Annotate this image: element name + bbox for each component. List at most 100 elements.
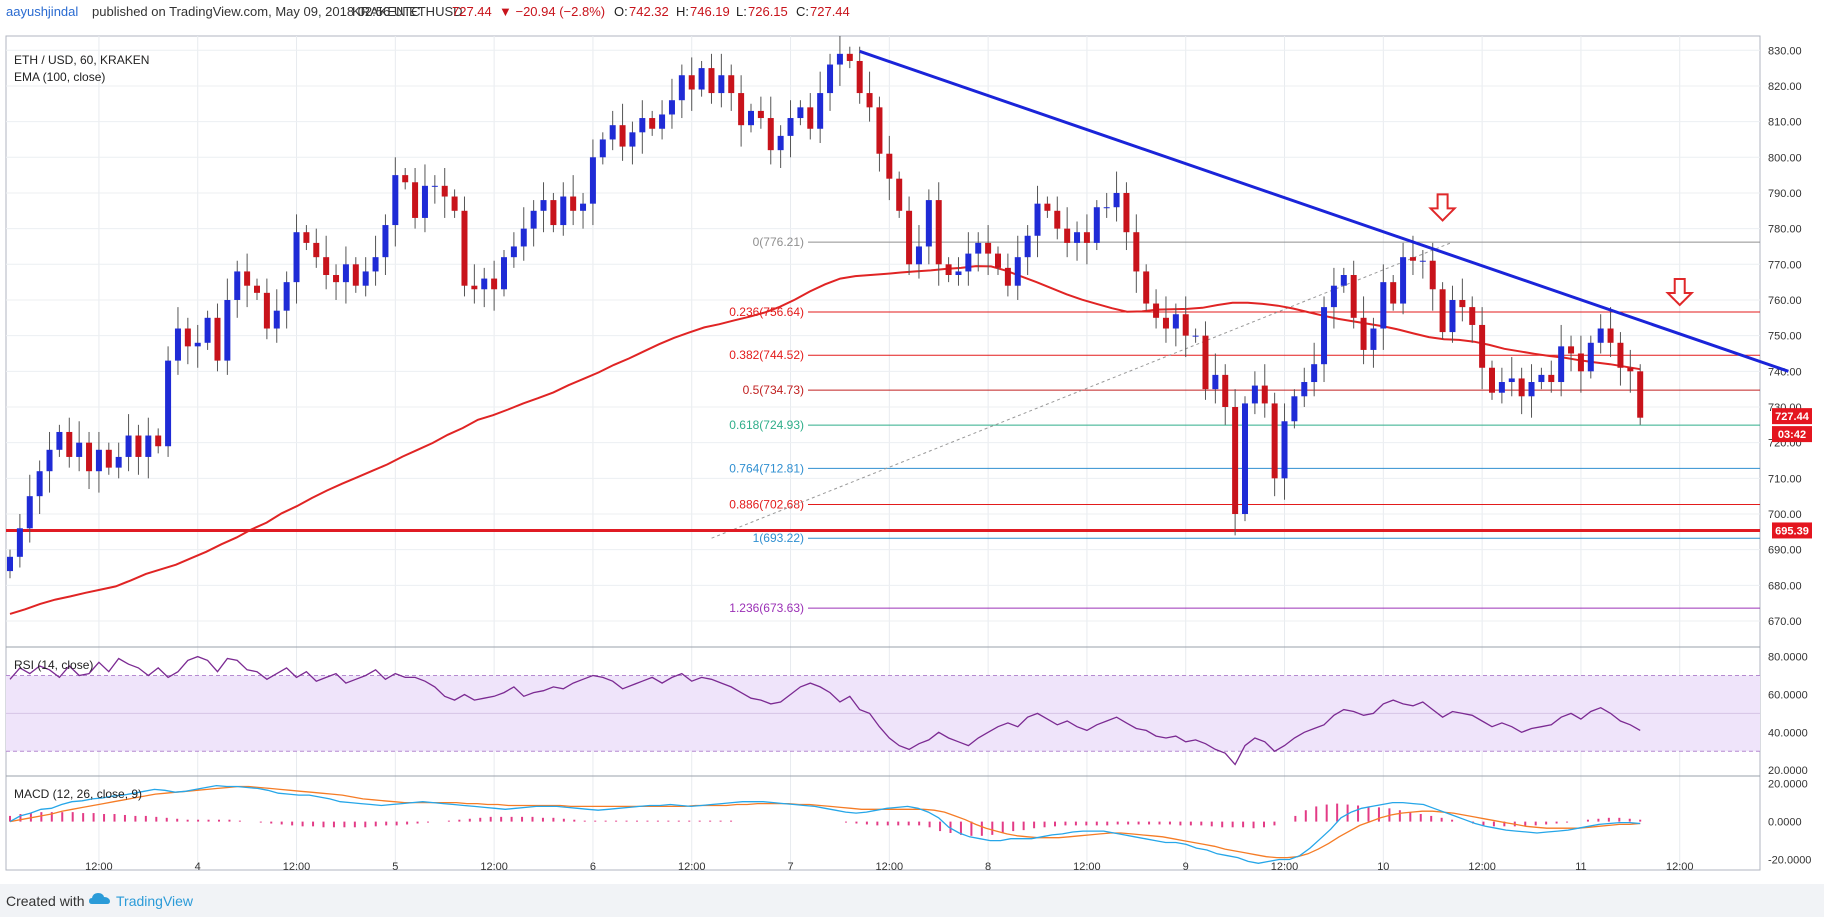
rsi-tick-label: 60.0000 <box>1768 689 1808 701</box>
macd-tick-label: 0.0000 <box>1768 817 1802 829</box>
candle-body <box>609 125 616 140</box>
candle-body <box>214 317 221 361</box>
price-chart[interactable]: 12:00 4 12:00 5 12:00 6 12:00 7 12:00 8 12:00 9 12:0… <box>0 24 1824 884</box>
candle-body <box>945 264 952 276</box>
rsi-panel[interactable]: 20.0000 40.0000 60.0000 80.0000 <box>6 652 1808 778</box>
chart-title: ETH / USD, 60, KRAKEN <box>14 53 149 67</box>
fib-level-label: 1(693.22) <box>753 531 804 545</box>
candle-body <box>1597 328 1604 343</box>
price-tag <box>1772 522 1812 539</box>
price-tick-label: 710.00 <box>1768 473 1802 485</box>
arrow-mid-icon <box>1428 193 1458 222</box>
candle-body <box>451 196 458 211</box>
candle-body <box>659 114 666 129</box>
candle-body <box>757 110 764 119</box>
arrow-right-icon <box>1665 277 1695 307</box>
fib-level-label: 0.5(734.73) <box>743 383 804 397</box>
price-tag <box>1772 426 1812 443</box>
rsi-tick-label: 20.0000 <box>1768 765 1808 777</box>
candle-body <box>1172 314 1179 329</box>
candle-body <box>1489 367 1495 393</box>
fib-level-label: 0.618(724.93) <box>729 418 804 432</box>
candle-body <box>1202 335 1209 390</box>
candle-body <box>1123 192 1130 233</box>
candle-body <box>1044 203 1051 211</box>
candle-body <box>36 471 43 497</box>
candle-body <box>619 125 626 147</box>
candle-body <box>1054 210 1061 229</box>
candle-body <box>520 228 527 247</box>
candle-body <box>1281 421 1288 479</box>
candle-body <box>1093 207 1100 243</box>
candle-body <box>174 328 181 361</box>
candle-body <box>105 449 112 468</box>
author-link[interactable]: aayushjindal <box>6 4 79 19</box>
candle-body <box>125 435 132 457</box>
candle-body <box>915 246 922 265</box>
tradingview-link[interactable]: TradingView <box>116 893 194 909</box>
time-tick-label: 12:00 <box>1468 861 1496 873</box>
candle-body <box>333 275 340 283</box>
time-tick-label: 12:00 <box>876 861 904 873</box>
swing-high-arrows[interactable] <box>858 24 1695 307</box>
candle-body <box>807 107 814 129</box>
candle-body <box>1439 289 1446 333</box>
candle-body <box>1390 282 1397 304</box>
candle-body <box>1321 307 1328 365</box>
ohlc-h-label: H: <box>676 4 689 19</box>
candle-body <box>698 68 705 90</box>
candle-body <box>263 292 270 329</box>
candle-body <box>16 528 23 557</box>
price-tick-label: 680.00 <box>1768 580 1802 592</box>
candle-body <box>1459 299 1466 308</box>
candle-body <box>817 93 824 129</box>
candle-body <box>471 285 478 290</box>
candle-body <box>649 118 656 129</box>
candle-body <box>1617 342 1624 368</box>
candle-body <box>1340 275 1347 286</box>
candle-body <box>234 271 241 300</box>
candle-body <box>1251 385 1258 404</box>
candle-body <box>1113 192 1120 208</box>
candle-body <box>342 264 349 283</box>
fib-level-label: 0.764(712.81) <box>729 461 804 475</box>
candle-body <box>1261 385 1268 404</box>
candle-body <box>402 175 409 183</box>
last-price: 727.44 <box>452 4 492 19</box>
candle-body <box>836 53 843 65</box>
candle-body <box>1637 371 1644 418</box>
candle-body <box>688 75 695 90</box>
candle-body <box>965 253 972 272</box>
candle-body <box>1360 317 1367 350</box>
candle-body <box>718 75 725 94</box>
candle-body <box>728 75 735 94</box>
candle-body <box>293 232 300 283</box>
candle-body <box>1074 232 1081 243</box>
candle-body <box>66 431 73 457</box>
candle-body <box>1498 382 1505 393</box>
ema-legend: EMA (100, close) <box>14 70 105 84</box>
fibonacci-retracement[interactable]: 0(776.21)0.236(756.64)0.382(744.52)0.5(7… <box>711 235 1760 615</box>
ohlc-l-label: L: <box>736 4 747 19</box>
candle-body <box>1558 346 1565 383</box>
candle-body <box>1607 328 1614 343</box>
candle-body <box>777 135 784 151</box>
macd-panel[interactable]: -20.0000 0.0000 20.0000 <box>9 779 1811 867</box>
price-tag-label: 727.44 <box>1775 411 1810 423</box>
candle-body <box>491 278 498 290</box>
fib-guide-line <box>711 241 1453 539</box>
time-tick-label: 12:00 <box>1666 861 1694 873</box>
price-tag-label: 03:42 <box>1778 429 1806 441</box>
candle-body <box>1242 403 1248 515</box>
candle-body <box>748 110 754 126</box>
candle-body <box>1419 260 1426 262</box>
price-axis[interactable]: 670.00680.00690.00700.00710.00720.00730.… <box>1768 45 1802 628</box>
candle-body <box>1143 271 1150 304</box>
price-tick-label: 760.00 <box>1768 295 1802 307</box>
candle-body <box>1103 207 1110 209</box>
bearish-trend-line[interactable] <box>859 49 1789 373</box>
candle-body <box>1014 257 1021 286</box>
rsi-line <box>9 655 1641 766</box>
price-tick-label: 750.00 <box>1768 331 1802 343</box>
candle-body <box>1627 367 1634 372</box>
